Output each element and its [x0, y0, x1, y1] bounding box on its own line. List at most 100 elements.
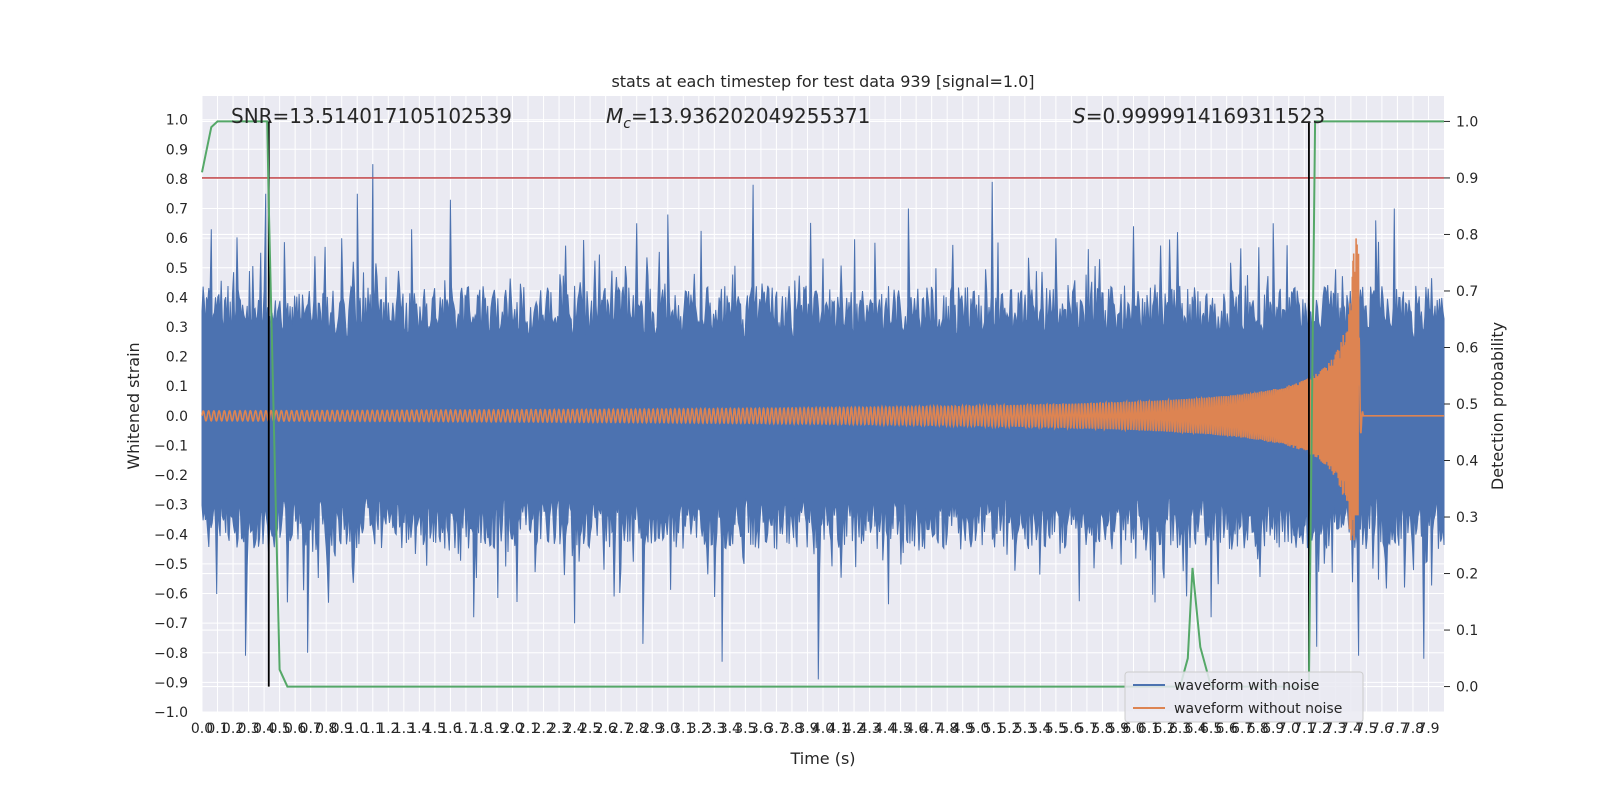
- x-tick-label: 3.7: [765, 721, 787, 737]
- x-tick-label: 6.6: [1216, 721, 1238, 737]
- y-left-tick-label: −0.7: [154, 616, 188, 632]
- y-left-tick-label: −0.1: [154, 438, 188, 454]
- y-left-tick-label: 0.4: [166, 290, 188, 306]
- y-left-tick-label: 0.6: [166, 231, 188, 247]
- y-right-tick-label: 0.8: [1456, 227, 1478, 243]
- x-tick-label: 6.7: [1231, 721, 1253, 737]
- y-left-tick-label: 0.1: [166, 379, 188, 395]
- x-tick-label: 2.3: [548, 721, 570, 737]
- x-tick-label: 2.4: [563, 721, 585, 737]
- x-tick-label: 7.6: [1371, 721, 1393, 737]
- legend-entry-clean: waveform without noise: [1174, 701, 1342, 717]
- y-right-tick-labels: 1.0 0.9 0.8 0.7 0.6 0.5 0.4 0.3 0.2 0.1 0.0: [1444, 114, 1478, 696]
- y-right-tick-label: 0.9: [1456, 171, 1478, 187]
- x-tick-label: 6.2: [1153, 721, 1175, 737]
- y-left-tick-label: 0.3: [166, 320, 188, 336]
- x-tick-label: 4.6: [905, 721, 927, 737]
- x-tick-label: 5.8: [1091, 721, 1113, 737]
- x-tick-label: 6.3: [1169, 721, 1191, 737]
- x-tick-label: 6.8: [1247, 721, 1269, 737]
- x-tick-label: 0.3: [237, 721, 259, 737]
- x-tick-label: 7.9: [1417, 721, 1439, 737]
- x-tick-label: 1.4: [408, 721, 430, 737]
- x-tick-label: 3.5: [734, 721, 756, 737]
- x-tick-label: 7.1: [1293, 721, 1315, 737]
- x-tick-label: 4.9: [952, 721, 974, 737]
- x-tick-label: 6.4: [1184, 721, 1206, 737]
- x-tick-label: 7.0: [1278, 721, 1300, 737]
- y-right-tick-label: 0.5: [1456, 397, 1478, 413]
- y-left-tick-label: −0.4: [154, 527, 188, 543]
- x-tick-label: 6.1: [1138, 721, 1160, 737]
- x-tick-label: 3.0: [657, 721, 679, 737]
- series-waveform-without-noise: [201, 238, 1444, 541]
- clean-waveform-line: [201, 238, 1444, 541]
- x-tick-label: 7.3: [1324, 721, 1346, 737]
- x-tick-label: 5.2: [998, 721, 1020, 737]
- y-left-tick-label: −0.2: [154, 468, 188, 484]
- x-tick-label: 5.6: [1060, 721, 1082, 737]
- legend: waveform with noise waveform without noi…: [1124, 671, 1364, 723]
- x-tick-label: 0.4: [253, 721, 275, 737]
- y-left-tick-label: 0.7: [166, 202, 188, 218]
- x-tick-label: 7.4: [1340, 721, 1362, 737]
- x-tick-label: 4.2: [843, 721, 865, 737]
- x-tick-label: 4.3: [858, 721, 880, 737]
- x-tick-label: 1.1: [362, 721, 384, 737]
- x-tick-label: 4.5: [889, 721, 911, 737]
- x-tick-label: 0.6: [284, 721, 306, 737]
- x-tick-label: 2.7: [610, 721, 632, 737]
- x-tick-label: 1.9: [486, 721, 508, 737]
- x-tick-label: 5.5: [1045, 721, 1067, 737]
- y-left-tick-label: 1.0: [166, 113, 188, 129]
- x-tick-label: 6.0: [1122, 721, 1144, 737]
- x-tick-label: 5.9: [1107, 721, 1129, 737]
- x-tick-label: 0.0: [191, 721, 213, 737]
- s-value: =0.9999914169311523: [1086, 104, 1325, 128]
- x-tick-label: 5.4: [1029, 721, 1051, 737]
- y-left-tick-label: 0.2: [166, 350, 188, 366]
- x-tick-label: 3.4: [719, 721, 741, 737]
- x-tick-label: 1.7: [455, 721, 477, 737]
- x-tick-label: 4.8: [936, 721, 958, 737]
- y-right-tick-label: 0.6: [1456, 340, 1478, 356]
- y-left-tick-labels: 1.0 0.9 0.8 0.7 0.6 0.5 0.4 0.3 0.2 0.1 0.0 −0.1 −0.…: [154, 113, 188, 721]
- x-tick-label: 7.5: [1355, 721, 1377, 737]
- y-left-tick-label: 0.5: [166, 261, 188, 277]
- x-tick-label: 3.3: [703, 721, 725, 737]
- x-tick-label: 4.7: [921, 721, 943, 737]
- y-left-tick-label: −0.8: [154, 646, 188, 662]
- snr-score-annotation: S=0.9999914169311523: [1073, 104, 1325, 128]
- y-left-tick-label: −0.6: [154, 587, 188, 603]
- x-tick-label: 0.2: [222, 721, 244, 737]
- y-left-tick-label: −0.9: [154, 675, 188, 691]
- snr-annotation: SNR=13.514017105102539: [231, 104, 512, 128]
- x-tick-label: 2.8: [626, 721, 648, 737]
- x-tick-label: 6.9: [1262, 721, 1284, 737]
- x-tick-labels: 0.00.10.20.30.40.50.60.70.80.91.01.11.21…: [191, 721, 1440, 737]
- x-tick-label: 3.8: [781, 721, 803, 737]
- y-left-tick-label: −0.3: [154, 498, 188, 514]
- x-tick-label: 2.0: [501, 721, 523, 737]
- x-tick-label: 5.3: [1014, 721, 1036, 737]
- x-tick-label: 5.1: [983, 721, 1005, 737]
- y-right-tick-label: 0.2: [1456, 567, 1478, 583]
- x-tick-label: 3.9: [796, 721, 818, 737]
- mc-value: =13.936202049255371: [631, 104, 870, 128]
- x-tick-label: 2.1: [517, 721, 539, 737]
- y-left-tick-label: −1.0: [154, 705, 188, 721]
- x-tick-label: 0.8: [315, 721, 337, 737]
- x-tick-label: 5.0: [967, 721, 989, 737]
- x-tick-label: 4.1: [827, 721, 849, 737]
- x-tick-label: 5.7: [1076, 721, 1098, 737]
- chirp-mass-annotation: Mc=13.936202049255371: [606, 104, 870, 132]
- mc-subscript: c: [623, 116, 631, 132]
- x-tick-label: 1.2: [377, 721, 399, 737]
- x-tick-label: 3.2: [688, 721, 710, 737]
- chart-title: stats at each timestep for test data 939…: [611, 72, 1034, 91]
- x-tick-label: 2.2: [532, 721, 554, 737]
- x-tick-label: 1.3: [393, 721, 415, 737]
- x-axis-label: Time (s): [789, 749, 855, 768]
- x-tick-label: 1.0: [346, 721, 368, 737]
